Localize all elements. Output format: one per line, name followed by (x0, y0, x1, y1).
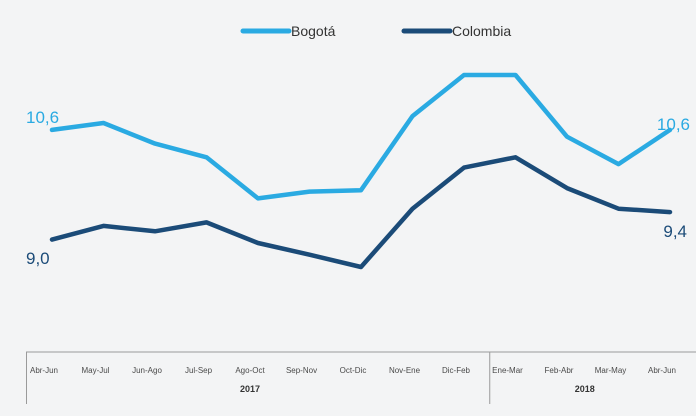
x-group-label-2018: 2018 (575, 384, 595, 394)
series-line-colombia (52, 157, 670, 267)
x-tick-label-12: Abr-Jun (648, 366, 676, 375)
legend-label-colombia: Colombia (452, 23, 511, 39)
x-tick-label-0: Abr-Jun (30, 366, 58, 375)
series-lines (52, 75, 670, 267)
x-tick-label-9: Ene-Mar (492, 366, 523, 375)
x-tick-label-2: Jun-Ago (132, 366, 162, 375)
legend: Bogotá Colombia (243, 23, 511, 39)
x-tick-label-1: May-Jul (81, 366, 109, 375)
x-tick-label-8: Dic-Feb (442, 366, 471, 375)
x-group-label-2017: 2017 (240, 384, 260, 394)
x-tick-label-3: Jul-Sep (185, 366, 213, 375)
x-tick-label-5: Sep-Nov (286, 366, 317, 375)
data-label-bogota-0: 10,6 (26, 108, 59, 127)
x-tick-label-4: Ago-Oct (235, 366, 265, 375)
x-tick-label-7: Nov-Ene (389, 366, 421, 375)
legend-label-bogota: Bogotá (291, 23, 336, 39)
x-tick-label-6: Oct-Dic (340, 366, 367, 375)
data-label-colombia-12: 9,4 (663, 222, 687, 241)
data-label-bogota-12: 10,6 (657, 115, 690, 134)
x-tick-label-10: Feb-Abr (545, 366, 574, 375)
data-label-colombia-0: 9,0 (26, 249, 50, 268)
series-line-bogota (52, 75, 670, 198)
x-tick-label-11: Mar-May (595, 366, 627, 375)
x-axis: Abr-Jun May-Jul Jun-Ago Jul-Sep Ago-Oct Sep-N… (26, 352, 696, 404)
